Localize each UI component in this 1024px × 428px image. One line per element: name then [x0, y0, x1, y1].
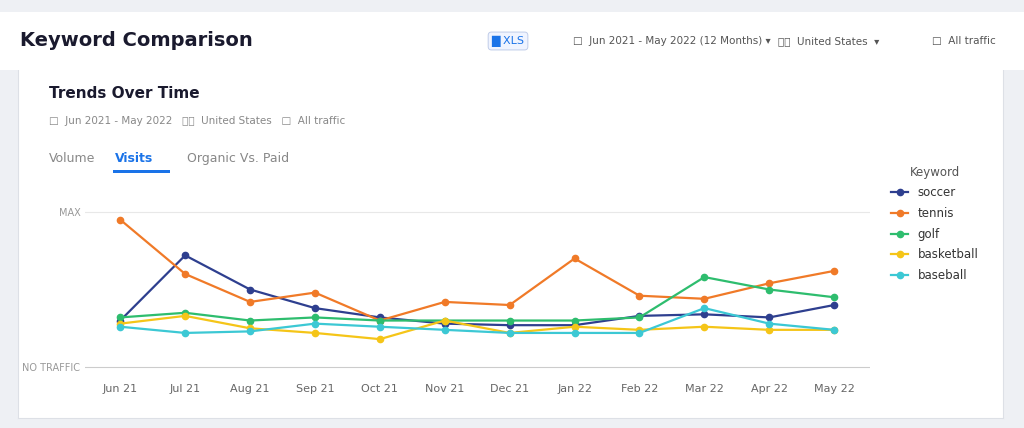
- golf: [179, 310, 191, 315]
- baseball: [568, 330, 581, 336]
- basketball: [633, 327, 645, 333]
- baseball: [828, 327, 841, 333]
- soccer: [438, 321, 451, 326]
- soccer: [698, 312, 711, 317]
- Text: Visits: Visits: [116, 152, 154, 165]
- Line: baseball: baseball: [117, 305, 838, 336]
- soccer: [828, 303, 841, 308]
- soccer: [568, 323, 581, 328]
- tennis: [504, 303, 516, 308]
- Line: tennis: tennis: [117, 217, 838, 324]
- basketball: [374, 336, 386, 342]
- golf: [504, 318, 516, 323]
- basketball: [698, 324, 711, 329]
- tennis: [828, 268, 841, 273]
- Text: █ XLS: █ XLS: [492, 36, 524, 47]
- soccer: [633, 313, 645, 318]
- basketball: [438, 318, 451, 323]
- tennis: [633, 293, 645, 298]
- baseball: [309, 321, 322, 326]
- soccer: [114, 318, 126, 323]
- golf: [828, 295, 841, 300]
- tennis: [244, 299, 256, 304]
- tennis: [179, 271, 191, 276]
- basketball: [763, 327, 775, 333]
- soccer: [179, 253, 191, 258]
- Text: Organic Vs. Paid: Organic Vs. Paid: [187, 152, 289, 165]
- Line: golf: golf: [117, 274, 838, 324]
- Text: □  Jun 2021 - May 2022 (12 Months) ▾: □ Jun 2021 - May 2022 (12 Months) ▾: [573, 36, 771, 46]
- golf: [374, 318, 386, 323]
- Text: Keyword Comparison: Keyword Comparison: [20, 32, 253, 51]
- basketball: [179, 313, 191, 318]
- soccer: [763, 315, 775, 320]
- tennis: [698, 296, 711, 301]
- baseball: [114, 324, 126, 329]
- basketball: [568, 324, 581, 329]
- golf: [309, 315, 322, 320]
- baseball: [633, 330, 645, 336]
- Text: 🇺🇸  United States  ▾: 🇺🇸 United States ▾: [778, 36, 880, 46]
- tennis: [763, 281, 775, 286]
- tennis: [438, 299, 451, 304]
- Legend: soccer, tennis, golf, basketball, baseball: soccer, tennis, golf, basketball, baseba…: [892, 166, 978, 282]
- tennis: [114, 217, 126, 222]
- baseball: [504, 330, 516, 336]
- golf: [698, 274, 711, 279]
- basketball: [504, 330, 516, 336]
- golf: [244, 318, 256, 323]
- baseball: [763, 321, 775, 326]
- baseball: [179, 330, 191, 336]
- soccer: [309, 306, 322, 311]
- soccer: [374, 315, 386, 320]
- baseball: [438, 327, 451, 333]
- tennis: [374, 318, 386, 323]
- golf: [114, 315, 126, 320]
- Text: □  All traffic: □ All traffic: [932, 36, 995, 46]
- basketball: [828, 327, 841, 333]
- golf: [763, 287, 775, 292]
- Text: Volume: Volume: [49, 152, 95, 165]
- Line: basketball: basketball: [117, 313, 838, 342]
- tennis: [568, 256, 581, 261]
- golf: [633, 315, 645, 320]
- Text: □  Jun 2021 - May 2022   🇺🇸  United States   □  All traffic: □ Jun 2021 - May 2022 🇺🇸 United States □…: [49, 116, 345, 126]
- soccer: [504, 323, 516, 328]
- Line: soccer: soccer: [117, 252, 838, 328]
- baseball: [244, 329, 256, 334]
- basketball: [309, 330, 322, 336]
- baseball: [374, 324, 386, 329]
- tennis: [309, 290, 322, 295]
- Text: Trends Over Time: Trends Over Time: [49, 86, 200, 101]
- golf: [568, 318, 581, 323]
- golf: [438, 318, 451, 323]
- basketball: [114, 321, 126, 326]
- baseball: [698, 306, 711, 311]
- basketball: [244, 326, 256, 331]
- soccer: [244, 287, 256, 292]
